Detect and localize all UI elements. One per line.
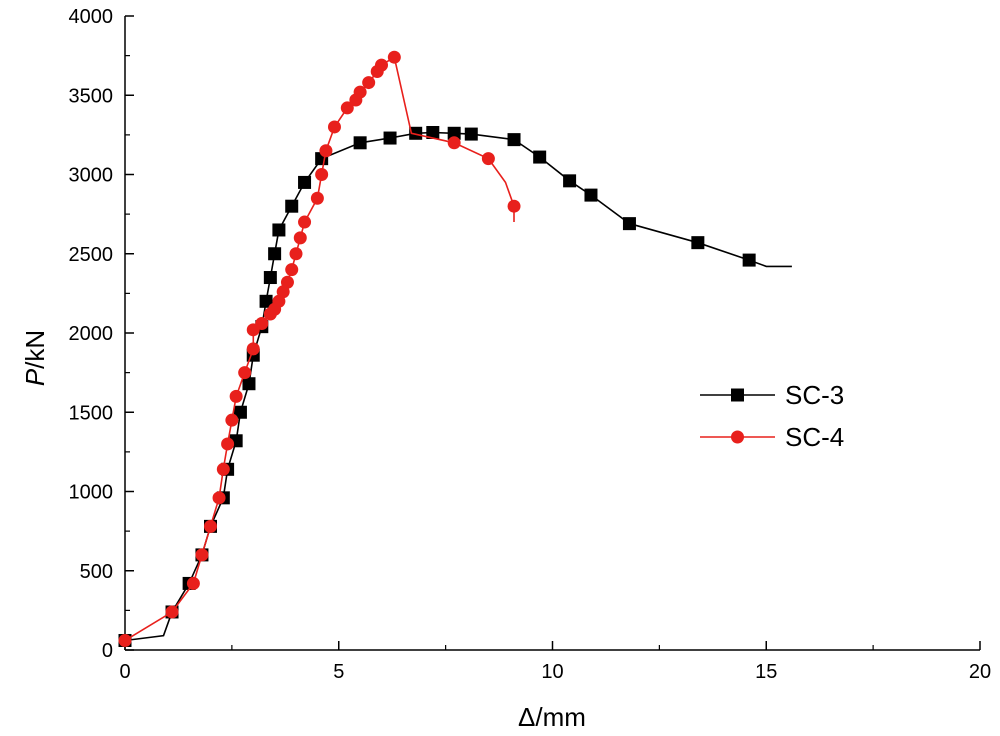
legend: SC-3 SC-4 <box>700 380 844 452</box>
x-tick-label: 10 <box>541 661 563 683</box>
data-point-sc-3 <box>464 127 478 141</box>
series-line-sc-3 <box>124 131 792 642</box>
data-point-sc-3 <box>353 136 367 150</box>
data-point-sc-4 <box>319 144 333 158</box>
y-axis-title-symbol: P <box>20 368 50 386</box>
y-tick-label: 1500 <box>69 402 114 424</box>
data-point-sc-4 <box>285 263 299 277</box>
data-point-sc-3 <box>285 199 299 213</box>
legend-item-sc-4: SC-4 <box>700 422 844 452</box>
data-point-sc-4 <box>246 342 260 356</box>
data-point-sc-3 <box>533 150 547 164</box>
data-point-sc-3 <box>447 126 461 140</box>
series-sc-4 <box>118 50 521 647</box>
y-axis-title-unit: /kN <box>20 330 50 369</box>
data-point-sc-4 <box>340 101 354 115</box>
data-point-sc-3 <box>742 253 756 267</box>
y-tick-label: 3000 <box>69 165 114 187</box>
legend-item-sc-3: SC-3 <box>700 380 844 410</box>
data-point-sc-4 <box>186 576 200 590</box>
data-point-sc-4 <box>165 605 179 619</box>
y-tick-label: 2000 <box>69 323 114 345</box>
legend-swatch-marker-sc-3 <box>731 388 744 402</box>
series-layer <box>118 50 792 647</box>
data-point-sc-3 <box>272 223 286 237</box>
series-sc-3 <box>118 125 792 647</box>
data-point-sc-4 <box>362 76 376 90</box>
data-point-sc-4 <box>204 519 217 533</box>
data-point-sc-4 <box>280 275 294 289</box>
data-point-sc-4 <box>353 85 367 99</box>
data-point-sc-3 <box>691 236 705 250</box>
x-tick-label: 15 <box>755 661 777 683</box>
data-point-sc-3 <box>263 271 277 285</box>
data-point-sc-3 <box>259 294 273 308</box>
data-point-sc-4 <box>310 191 324 205</box>
data-point-sc-4 <box>289 247 303 261</box>
data-point-sc-4 <box>293 231 307 245</box>
data-point-sc-4 <box>255 316 269 330</box>
data-point-sc-4 <box>447 136 461 150</box>
legend-label-sc-4: SC-4 <box>785 422 844 452</box>
y-axis-title: P/kN <box>20 330 50 386</box>
x-tick-label: 20 <box>969 661 991 683</box>
series-line-sc-4 <box>124 55 515 642</box>
legend-swatch-marker-sc-4 <box>731 430 744 444</box>
data-point-sc-3 <box>563 174 577 188</box>
y-tick-label: 4000 <box>69 6 114 28</box>
y-tick-label: 0 <box>102 640 113 662</box>
data-point-sc-3 <box>242 377 256 391</box>
axes-layer: 0 5 10 15 20 0 500 1000 1500 2000 2500 3000 3500 4000 <box>69 6 992 683</box>
data-point-sc-3 <box>507 133 521 147</box>
y-tick-label: 1000 <box>69 482 114 504</box>
data-point-sc-4 <box>221 437 235 451</box>
data-point-sc-3 <box>298 175 312 189</box>
data-point-sc-4 <box>225 413 239 427</box>
data-point-sc-3 <box>233 405 247 419</box>
x-tick-label: 0 <box>119 661 130 683</box>
data-point-sc-4 <box>375 58 388 72</box>
data-point-sc-3 <box>268 247 282 261</box>
data-point-sc-3 <box>584 188 598 202</box>
legend-label-sc-3: SC-3 <box>785 380 844 410</box>
data-point-sc-4 <box>238 366 252 380</box>
x-tick-label: 5 <box>333 661 344 683</box>
data-point-sc-3 <box>426 125 440 139</box>
data-point-sc-4 <box>298 215 312 229</box>
x-axis-title: Δ/mm <box>518 702 586 732</box>
data-point-sc-4 <box>195 548 209 562</box>
y-tick-label: 3500 <box>69 85 114 107</box>
y-tick-label: 500 <box>80 561 113 583</box>
data-point-sc-4 <box>507 199 521 213</box>
data-point-sc-3 <box>622 217 636 231</box>
data-point-sc-4 <box>216 462 230 476</box>
data-point-sc-4 <box>387 50 401 64</box>
data-point-sc-4 <box>229 389 243 403</box>
data-point-sc-4 <box>118 633 132 647</box>
data-point-sc-4 <box>212 491 226 505</box>
y-tick-label: 2500 <box>69 244 114 266</box>
data-point-sc-4 <box>327 120 341 134</box>
data-point-sc-3 <box>383 131 397 145</box>
data-point-sc-3 <box>409 126 423 140</box>
data-point-sc-4 <box>315 168 329 181</box>
data-point-sc-4 <box>481 152 495 166</box>
